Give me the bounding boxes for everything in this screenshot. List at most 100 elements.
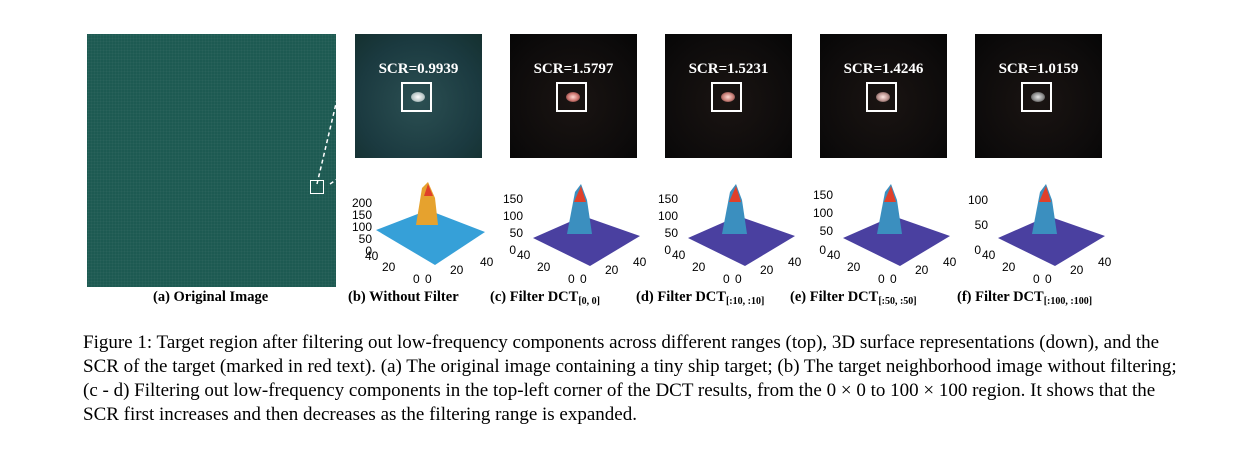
surface-plot-e: 150 100 50 0 40 20 0 0 20 40 xyxy=(813,184,957,286)
xtick: 0 xyxy=(580,272,587,286)
surface-peak-top xyxy=(884,186,896,202)
xtick: 20 xyxy=(450,263,464,277)
ytick: 0 xyxy=(974,243,981,257)
ytick: 100 xyxy=(352,220,372,234)
ytick: 50 xyxy=(975,218,989,232)
ytick: 200 xyxy=(352,196,372,210)
ytick: 50 xyxy=(359,232,373,246)
surface-plot-c: 150 100 50 0 40 20 0 0 20 40 xyxy=(503,184,647,286)
xtick: 0 xyxy=(890,272,897,286)
surface-plot-f: 100 50 0 40 20 0 0 20 40 xyxy=(968,184,1112,286)
patch-filter-0: SCR=1.5797 xyxy=(510,34,637,158)
surface-peak-top xyxy=(1039,186,1051,202)
xtick: 0 xyxy=(1033,272,1040,286)
subcaption-text: (c) Filter DCT xyxy=(490,289,579,305)
ytick: 100 xyxy=(968,193,988,207)
surface-peak xyxy=(567,184,592,234)
subcaption-subscript: [0, 0] xyxy=(578,296,600,307)
patch-filter-100: SCR=1.0159 xyxy=(975,34,1102,158)
subcaption-subscript: [:10, :10] xyxy=(725,296,765,307)
subcaption-subscript: [:100, :100] xyxy=(1043,296,1093,307)
target-box xyxy=(556,82,587,112)
xtick: 20 xyxy=(605,263,619,277)
ytick: 0 xyxy=(365,244,372,258)
xtick: 40 xyxy=(365,249,379,263)
xtick: 40 xyxy=(943,255,957,269)
xtick: 0 xyxy=(723,272,730,286)
xtick: 40 xyxy=(827,248,841,262)
surface-peak xyxy=(722,184,747,234)
surface-peak-top xyxy=(729,186,741,202)
target-box xyxy=(711,82,742,112)
xtick: 20 xyxy=(1002,260,1016,274)
target-blob xyxy=(1031,92,1045,102)
ytick: 100 xyxy=(813,206,833,220)
target-box xyxy=(401,82,432,112)
ytick: 0 xyxy=(819,243,826,257)
ytick: 100 xyxy=(658,209,678,223)
xtick: 40 xyxy=(788,255,802,269)
target-blob xyxy=(411,92,425,102)
target-blob xyxy=(876,92,890,102)
xtick: 40 xyxy=(517,248,531,262)
ytick: 150 xyxy=(503,192,523,206)
xtick: 0 xyxy=(735,272,742,286)
xtick: 40 xyxy=(480,255,494,269)
target-blob xyxy=(566,92,580,102)
surface-peak xyxy=(416,182,438,225)
ytick: 150 xyxy=(813,188,833,202)
xtick: 0 xyxy=(568,272,575,286)
xtick: 0 xyxy=(1045,272,1052,286)
xtick: 20 xyxy=(915,263,929,277)
surface-plot-d: 150 100 50 0 40 20 0 0 20 40 xyxy=(658,184,802,286)
ytick: 50 xyxy=(665,226,679,240)
target-box xyxy=(1021,82,1052,112)
surface-base xyxy=(998,216,1105,266)
subcaption-d: (d) Filter DCT[:10, :10] xyxy=(636,289,764,307)
original-image xyxy=(87,34,336,287)
target-box xyxy=(866,82,897,112)
target-blob xyxy=(721,92,735,102)
xtick: 40 xyxy=(982,248,996,262)
scr-label: SCR=1.4246 xyxy=(843,61,924,77)
surface-peak xyxy=(877,184,902,234)
xtick: 20 xyxy=(537,260,551,274)
surface-peak-top xyxy=(574,186,586,202)
scr-label: SCR=0.9939 xyxy=(378,61,459,77)
subcaption-c: (c) Filter DCT[0, 0] xyxy=(490,289,600,307)
ytick: 50 xyxy=(510,226,524,240)
xtick: 20 xyxy=(760,263,774,277)
scr-label: SCR=1.0159 xyxy=(998,61,1079,77)
ytick: 0 xyxy=(664,243,671,257)
subcaption-a: (a) Original Image xyxy=(153,289,269,305)
surface-peak-top xyxy=(424,184,433,196)
xtick: 0 xyxy=(425,272,432,286)
scr-label: SCR=1.5231 xyxy=(688,61,769,77)
xtick: 0 xyxy=(413,272,420,286)
patch-without-filter: SCR=0.9939 xyxy=(355,34,482,158)
patch-filter-10: SCR=1.5231 xyxy=(665,34,792,158)
surface-base xyxy=(533,216,640,266)
subcaption-text: (e) Filter DCT xyxy=(790,289,879,305)
target-marker xyxy=(310,180,324,194)
subcaption-f: (f) Filter DCT[:100, :100] xyxy=(957,289,1092,307)
patch-filter-50: SCR=1.4246 xyxy=(820,34,947,158)
subcaption-text: (d) Filter DCT xyxy=(636,289,726,305)
ytick: 50 xyxy=(820,224,834,238)
surface-base xyxy=(376,210,485,265)
surface-base xyxy=(688,216,795,266)
xtick: 20 xyxy=(692,260,706,274)
ytick: 150 xyxy=(352,208,372,222)
ytick: 100 xyxy=(503,209,523,223)
subcaption-e: (e) Filter DCT[:50, :50] xyxy=(790,289,917,307)
subcaption-text: (f) Filter DCT xyxy=(957,289,1044,305)
xtick: 0 xyxy=(878,272,885,286)
subcaption-subscript: [:50, :50] xyxy=(878,296,917,307)
scr-label: SCR=1.5797 xyxy=(533,61,614,77)
ytick: 150 xyxy=(658,192,678,206)
xtick: 20 xyxy=(847,260,861,274)
subcaption-b: (b) Without Filter xyxy=(348,289,459,305)
zoom-lines xyxy=(316,35,357,185)
xtick: 20 xyxy=(382,260,396,274)
ytick: 0 xyxy=(509,243,516,257)
